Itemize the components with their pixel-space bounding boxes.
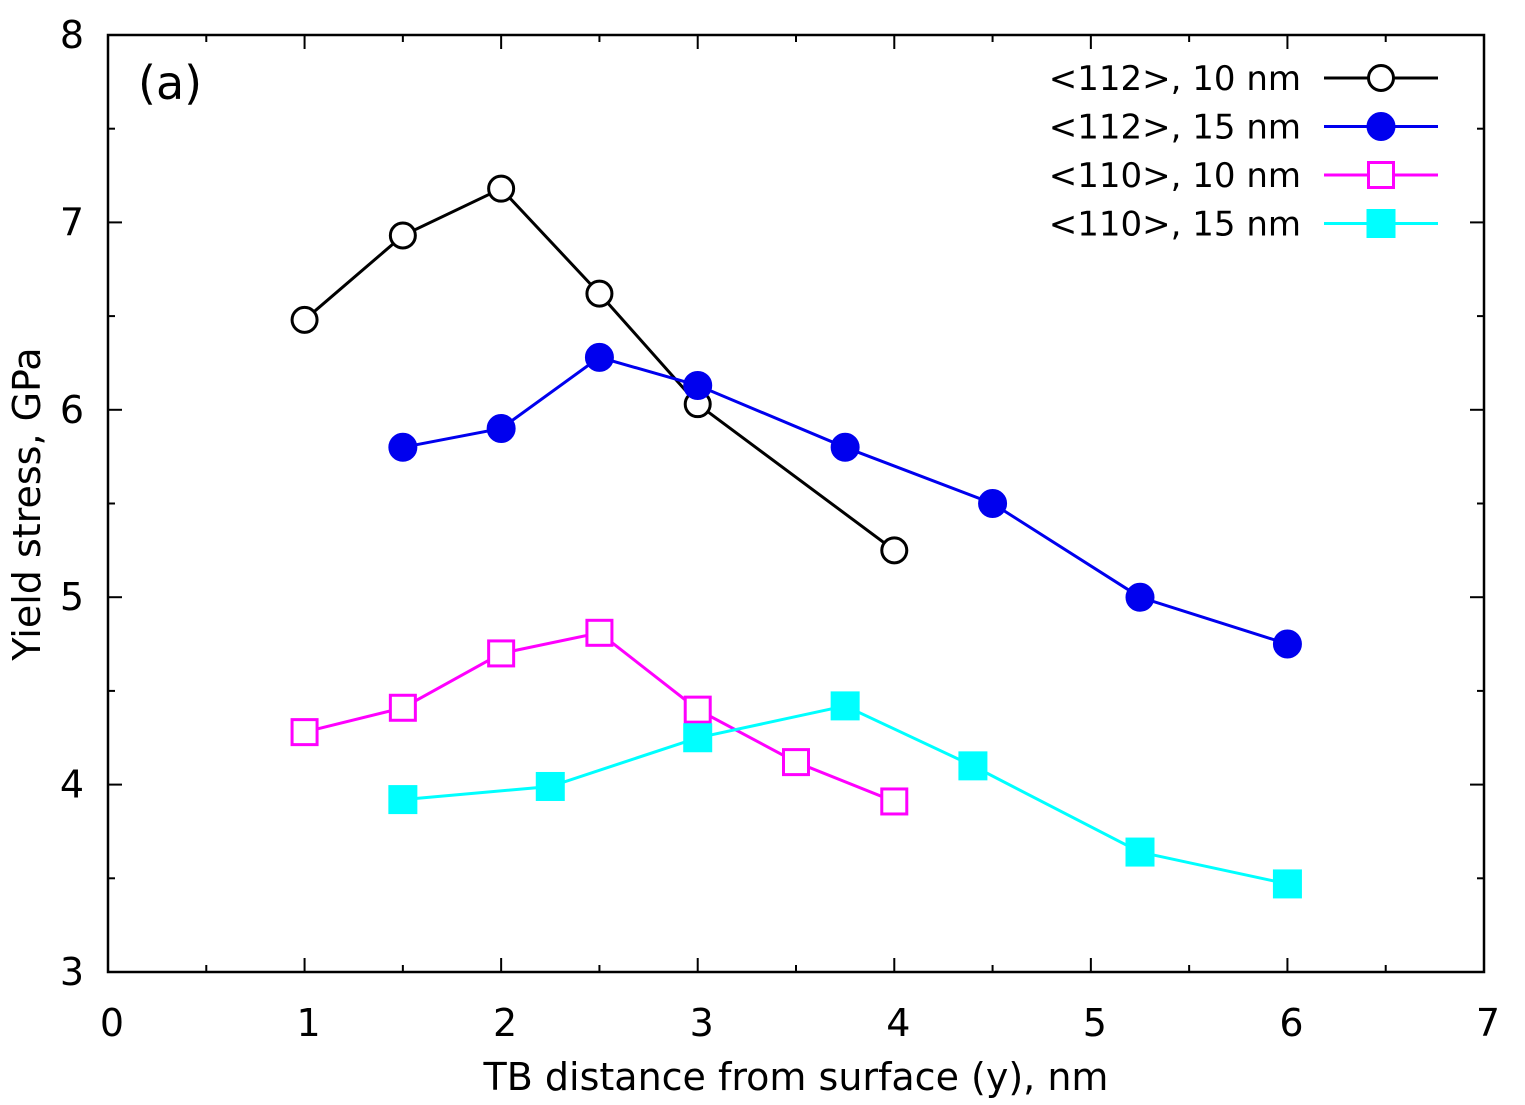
- data-point: [978, 489, 1008, 518]
- data-point: [830, 691, 860, 721]
- chart-annotation: (a): [138, 56, 202, 110]
- series-4: [388, 691, 1302, 899]
- x-tick-label: 3: [690, 1001, 714, 1045]
- legend-item: <112>, 15 nm: [1049, 108, 1438, 148]
- y-tick-label: 5: [60, 575, 84, 619]
- data-point: [388, 221, 417, 250]
- data-point: [683, 370, 713, 400]
- legend-item: <110>, 10 nm: [1049, 156, 1438, 196]
- data-point: [1272, 629, 1302, 659]
- legend-label: <110>, 15 nm: [1049, 205, 1301, 245]
- data-point: [388, 432, 418, 462]
- x-tick-label: 2: [493, 1001, 517, 1045]
- series-3: [290, 618, 909, 816]
- data-point: [290, 305, 319, 334]
- x-tick-label: 0: [100, 1001, 124, 1045]
- data-point: [585, 618, 614, 647]
- x-tick-label: 6: [1279, 1001, 1303, 1045]
- data-point: [290, 718, 319, 747]
- x-tick-label: 7: [1476, 1001, 1500, 1045]
- x-tick-label: 1: [296, 1001, 320, 1045]
- data-point: [388, 693, 417, 722]
- data-point: [830, 432, 860, 462]
- legend: <112>, 10 nm <112>, 15 nm <110>, 10 nm <110…: [1049, 59, 1438, 245]
- data-point: [535, 771, 565, 801]
- data-point: [487, 639, 516, 668]
- data-point: [1125, 837, 1155, 867]
- legend-marker: [1367, 64, 1395, 92]
- legend-marker: [1367, 161, 1395, 189]
- y-tick-label: 4: [60, 763, 84, 807]
- data-point: [782, 748, 810, 777]
- data-point: [880, 536, 909, 565]
- legend-item: <112>, 10 nm: [1049, 59, 1438, 99]
- x-tick-label: 4: [886, 1001, 910, 1045]
- legend-marker: [1366, 209, 1396, 238]
- data-point: [1125, 582, 1155, 612]
- x-axis-label: TB distance from surface (y), nm: [483, 1055, 1109, 1099]
- data-point: [1272, 869, 1302, 899]
- y-axis-label: Yield stress, GPa: [5, 347, 49, 661]
- data-point: [880, 787, 909, 816]
- series-line: [402, 704, 1288, 886]
- axis-ticks: 0 1 2 3 4 5 6 7 3 4 5 6 7 8: [60, 13, 1500, 1045]
- legend-label: <112>, 10 nm: [1049, 59, 1301, 99]
- series-2: [388, 342, 1302, 659]
- y-tick-label: 8: [60, 13, 84, 57]
- data-point: [683, 695, 712, 724]
- data-point: [487, 174, 516, 203]
- series-layer: [290, 174, 1302, 899]
- legend-label: <112>, 15 nm: [1049, 108, 1301, 148]
- series-line: [402, 355, 1288, 646]
- y-tick-label: 6: [60, 388, 84, 432]
- legend-marker: [1366, 112, 1396, 141]
- data-point: [585, 279, 614, 308]
- data-point: [683, 723, 713, 753]
- y-tick-label: 7: [60, 200, 84, 244]
- data-point: [958, 751, 988, 781]
- data-point: [584, 342, 614, 372]
- legend-label: <110>, 10 nm: [1049, 156, 1301, 196]
- data-point: [388, 785, 418, 815]
- data-point: [486, 414, 516, 444]
- series-line: [303, 186, 896, 552]
- x-tick-label: 5: [1083, 1001, 1107, 1045]
- y-tick-label: 3: [60, 950, 84, 994]
- legend-item: <110>, 15 nm: [1049, 205, 1438, 245]
